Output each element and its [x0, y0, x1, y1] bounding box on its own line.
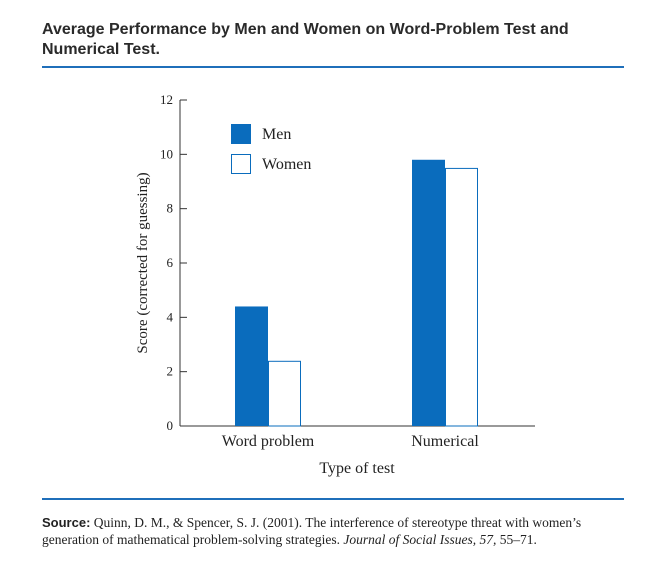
bar-women-0: [268, 360, 301, 427]
legend-label-men: Men: [262, 126, 291, 143]
legend-label-women: Women: [262, 156, 311, 173]
bottom-divider: [42, 498, 624, 500]
y-tick-label: 6: [167, 255, 174, 270]
source-journal: Journal of Social Issues, 57,: [343, 532, 497, 547]
chart-bars: [235, 159, 478, 427]
y-axis-title: Score (corrected for guessing): [135, 172, 151, 353]
bar-men-0: [235, 306, 268, 426]
y-tick-label: 12: [160, 92, 173, 107]
x-category-label: Word problem: [222, 433, 315, 450]
source-citation: Source: Quinn, D. M., & Spencer, S. J. (…: [42, 514, 622, 548]
x-axis-title: Type of test: [319, 460, 395, 477]
source-pages: 55–71.: [499, 532, 537, 547]
bar-chart: 0 2 4 6 8 10 12 Score (corrected for guessing) W…: [135, 92, 535, 477]
source-label: Source:: [42, 515, 91, 530]
x-category-label: Numerical: [411, 433, 479, 450]
source-text: Quinn, D. M., & Spencer, S. J. (2001). T…: [42, 515, 582, 547]
legend-swatch-women: [231, 154, 251, 174]
legend-swatch-men: [231, 124, 251, 144]
chart-title: Average Performance by Men and Women on …: [42, 21, 569, 58]
y-tick-label: 10: [160, 146, 173, 161]
y-tick-label: 4: [167, 309, 174, 324]
bar-women-1: [445, 167, 478, 427]
y-tick-label: 2: [167, 364, 174, 379]
chart-legend: Men Women: [231, 124, 311, 174]
top-divider: [42, 66, 624, 68]
y-tick-label: 8: [167, 201, 174, 216]
chart-axes: 0 2 4 6 8 10 12 Score (corrected for guessing) W…: [135, 92, 535, 477]
bar-men-1: [412, 159, 445, 426]
y-tick-label: 0: [167, 418, 174, 433]
